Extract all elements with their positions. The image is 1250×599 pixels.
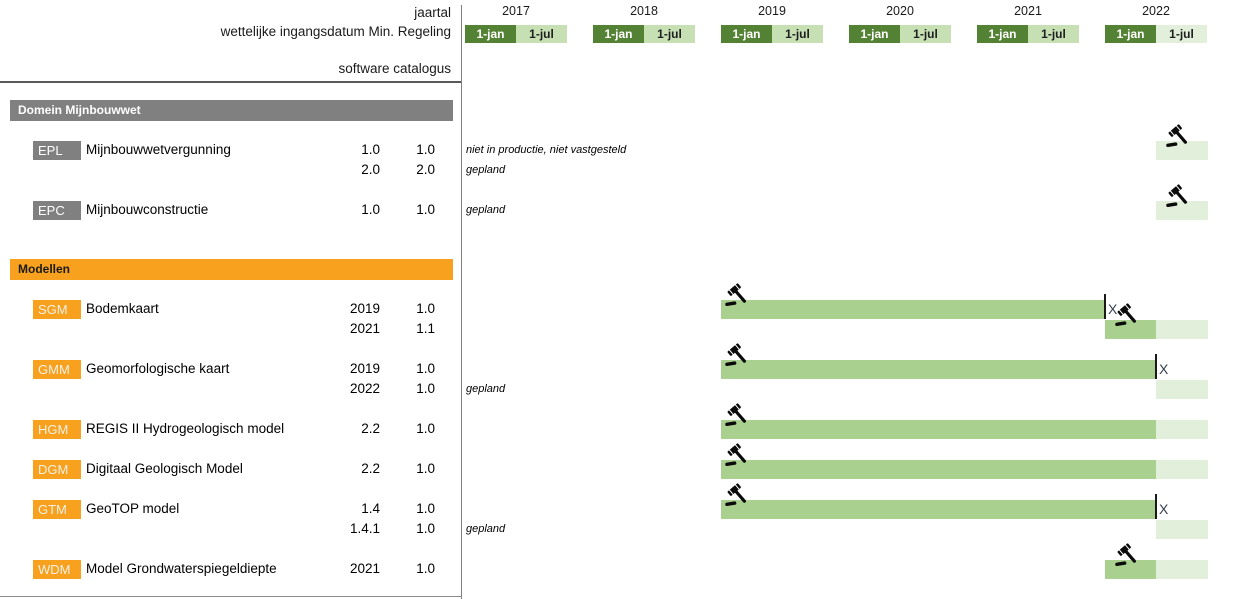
- bar-segment-gtm-1-4-1-planned: [1156, 520, 1208, 539]
- jaartal-value-sgm-0: 2019: [349, 301, 380, 316]
- tag-dgm: DGM: [33, 460, 81, 479]
- header-cell-jan-2020: 1-jan: [849, 25, 900, 43]
- tag-wdm: WDM: [33, 560, 81, 579]
- header-cell-jan-2018: 1-jan: [593, 25, 644, 43]
- header-cell-jul-2020: 1-jul: [900, 25, 951, 43]
- header-cell-jan-2022: 1-jan: [1105, 25, 1156, 43]
- tag-hgm: HGM: [33, 420, 81, 439]
- bar-segment-hgm-2-2-planned: [1156, 420, 1208, 439]
- jaartal-value-epl-0: 1.0: [361, 142, 380, 157]
- model-name-dgm: Digitaal Geologisch Model: [86, 461, 243, 476]
- catalogus-value-sgm-0: 1.0: [416, 301, 435, 316]
- end-tick-sgm: [1104, 294, 1106, 319]
- end-x-mark-sgm: X: [1108, 301, 1118, 317]
- catalogus-value-epl-0: 1.0: [416, 142, 435, 157]
- gavel-icon-wdm-0: [1115, 543, 1136, 567]
- gavel-icon-sgm-1: [1115, 303, 1136, 327]
- header-cell-jan-2017: 1-jan: [465, 25, 516, 43]
- catalogus-value-gmm-0: 1.0: [416, 361, 435, 376]
- jaartal-value-gtm-1: 1.4.1: [349, 521, 380, 536]
- model-name-hgm: REGIS II Hydrogeologisch model: [86, 421, 285, 436]
- header-cell-jul-2017: 1-jul: [516, 25, 567, 43]
- bar-segment-gmm-1-0-planned: [1156, 380, 1208, 399]
- jaartal-value-epl-1: 2.0: [361, 162, 380, 177]
- model-name-wdm: Model Grondwaterspiegeldiepte: [86, 561, 277, 576]
- bar-segment-dgm-2-2-planned: [1156, 460, 1208, 479]
- catalogus-value-gmm-1: 1.0: [416, 381, 435, 396]
- year-label-2022: 2022: [1142, 4, 1170, 18]
- bar-segment-sgm-1-1-planned: [1156, 320, 1208, 339]
- header-cell-jul-2022: 1-jul: [1156, 25, 1207, 43]
- catalogus-value-epl-1: 2.0: [416, 162, 435, 177]
- model-name-gtm: GeoTOP model: [86, 501, 180, 516]
- model-name-epc: Mijnbouwconstructie: [86, 202, 209, 217]
- catalogus-value-gtm-0: 1.0: [416, 501, 435, 516]
- tag-epc: EPC: [33, 201, 81, 220]
- corner-label-jaartal: jaartal: [414, 5, 451, 20]
- model-name-epl: Mijnbouwwetvergunning: [86, 142, 231, 157]
- catalogus-value-dgm-0: 1.0: [416, 461, 435, 476]
- bar-segment-gmm-1-0-active: [721, 360, 1156, 379]
- gavel-icon-hgm-0: [725, 403, 746, 427]
- end-tick-gtm: [1155, 494, 1157, 519]
- jaartal-value-gmm-1: 2022: [349, 381, 380, 396]
- catalogus-value-gtm-1: 1.0: [416, 521, 435, 536]
- panel-divider-line: [461, 5, 462, 599]
- tag-gmm: GMM: [33, 360, 81, 379]
- annotation-gtm-1: gepland: [466, 523, 506, 535]
- corner-label-wettelijke-ingangsdatum: wettelijke ingangsdatum Min. Regeling: [220, 24, 451, 39]
- bar-segment-hgm-2-2-active: [721, 420, 1156, 439]
- tag-epl: EPL: [33, 141, 81, 160]
- corner-label-software-catalogus: software catalogus: [338, 61, 451, 76]
- gavel-icon-sgm-0: [725, 283, 746, 307]
- header-cell-jan-2019: 1-jan: [721, 25, 772, 43]
- catalogus-value-sgm-1: 1.1: [416, 321, 435, 336]
- bar-segment-dgm-2-2-active: [721, 460, 1156, 479]
- tag-sgm: SGM: [33, 300, 81, 319]
- annotation-epl-1: gepland: [466, 164, 506, 176]
- gavel-icon-gmm-0: [725, 343, 746, 367]
- jaartal-value-gmm-0: 2019: [349, 361, 380, 376]
- year-label-2018: 2018: [630, 4, 658, 18]
- end-x-mark-gtm: X: [1159, 501, 1169, 517]
- year-label-2017: 2017: [502, 4, 530, 18]
- jaartal-value-sgm-1: 2021: [349, 321, 380, 336]
- jaartal-value-epc-0: 1.0: [361, 202, 380, 217]
- end-tick-gmm: [1155, 354, 1157, 379]
- bar-segment-gtm-1-4-active: [721, 500, 1156, 519]
- header-divider-line: [0, 81, 462, 83]
- bottom-divider-line: [0, 596, 462, 597]
- gavel-icon-epl-0: [1166, 124, 1187, 148]
- catalogus-value-epc-0: 1.0: [416, 202, 435, 217]
- year-label-2019: 2019: [758, 4, 786, 18]
- jaartal-value-gtm-0: 1.4: [361, 501, 380, 516]
- year-label-2021: 2021: [1014, 4, 1042, 18]
- header-cell-jan-2021: 1-jan: [977, 25, 1028, 43]
- model-name-sgm: Bodemkaart: [86, 301, 159, 316]
- annotation-gmm-1: gepland: [466, 383, 506, 395]
- gavel-icon-epc-0: [1166, 184, 1187, 208]
- end-x-mark-gmm: X: [1159, 361, 1169, 377]
- gavel-icon-gtm-0: [725, 483, 746, 507]
- annotation-epc-0: gepland: [466, 204, 506, 216]
- catalogus-value-wdm-0: 1.0: [416, 561, 435, 576]
- tag-gtm: GTM: [33, 500, 81, 519]
- jaartal-value-wdm-0: 2021: [349, 561, 380, 576]
- model-name-gmm: Geomorfologische kaart: [86, 361, 230, 376]
- year-label-2020: 2020: [886, 4, 914, 18]
- jaartal-value-hgm-0: 2.2: [361, 421, 380, 436]
- header-cell-jul-2018: 1-jul: [644, 25, 695, 43]
- bar-segment-sgm-1-0-active: [721, 300, 1105, 319]
- section-header-modellen: Modellen: [10, 259, 453, 280]
- header-cell-jul-2019: 1-jul: [772, 25, 823, 43]
- jaartal-value-dgm-0: 2.2: [361, 461, 380, 476]
- header-cell-jul-2021: 1-jul: [1028, 25, 1079, 43]
- catalogus-value-hgm-0: 1.0: [416, 421, 435, 436]
- section-header-domein-mijnbouwwet: Domein Mijnbouwwet: [10, 100, 453, 121]
- gavel-icon-dgm-0: [725, 443, 746, 467]
- annotation-epl-0: niet in productie, niet vastgesteld: [466, 144, 627, 156]
- bar-segment-wdm-1-0-planned: [1156, 560, 1208, 579]
